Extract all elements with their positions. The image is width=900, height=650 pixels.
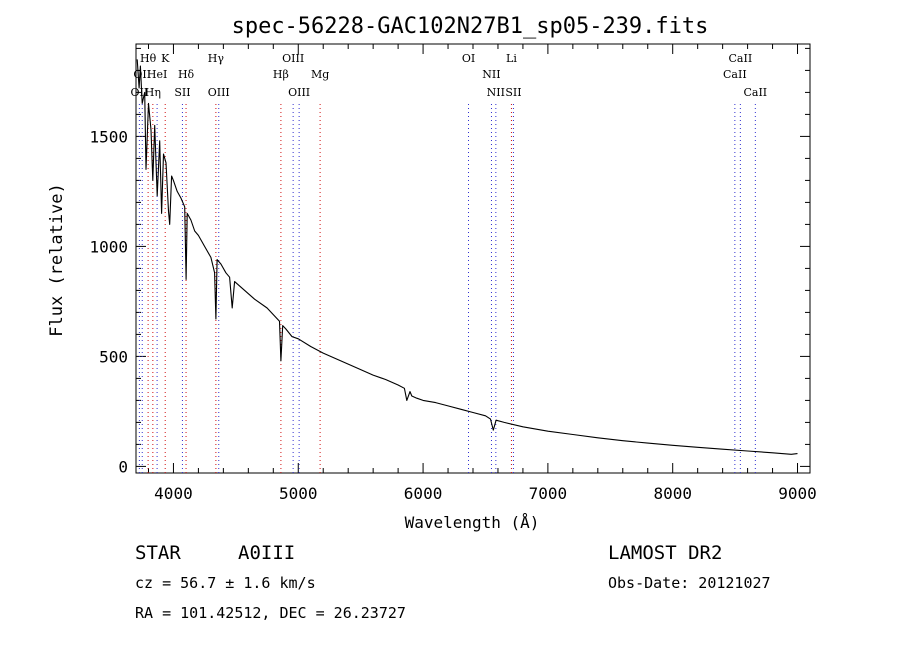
x-tick-label: 9000	[778, 484, 817, 503]
x-tick-label: 6000	[404, 484, 443, 503]
line-marker-label: Hδ	[178, 68, 195, 81]
spectrum-series	[136, 59, 798, 455]
line-marker-label: NII	[487, 86, 505, 99]
line-marker-label: Li	[506, 52, 517, 65]
line-marker-label: Hθ	[140, 52, 157, 65]
line-marker-label: SII	[505, 86, 521, 99]
x-tick-label: 8000	[653, 484, 692, 503]
line-markers: OIIOIIHθHηHeIKSIIHδHγOIIIHβOIIIOIIIMgOIN…	[131, 52, 767, 473]
line-marker-label: Hη	[145, 86, 161, 99]
line-marker-label: Hγ	[208, 52, 225, 65]
coordinates: RA = 101.42512, DEC = 26.23727	[135, 604, 406, 622]
y-tick-label: 1500	[89, 127, 128, 146]
line-marker-label: CaII	[743, 86, 767, 99]
object-type: STAR	[135, 542, 181, 564]
chart-title: spec-56228-GAC102N27B1_sp05-239.fits	[232, 14, 709, 39]
y-tick-label: 1000	[89, 237, 128, 256]
axes: 4000 5000 6000 7000 8000 9000 0 500 1000 1500	[89, 43, 817, 503]
survey-name: LAMOST DR2	[608, 542, 723, 564]
redshift-readout: cz = 56.7 ± 1.6 km/s	[135, 574, 316, 592]
x-tick-label: 7000	[529, 484, 568, 503]
spectrum-line	[136, 59, 798, 455]
line-marker-label: Mg	[311, 68, 329, 81]
line-marker-label: CaII	[729, 52, 753, 65]
line-marker-label: NII	[482, 68, 500, 81]
spectrum-chart: spec-56228-GAC102N27B1_sp05-239.fits 400…	[47, 14, 817, 532]
plot-frame	[135, 43, 811, 474]
line-marker-label: OI	[462, 52, 475, 65]
line-marker-label: HeI	[147, 68, 167, 81]
x-tick-label: 4000	[154, 484, 193, 503]
line-marker-label: OIII	[282, 52, 304, 65]
line-marker-label: SII	[174, 86, 190, 99]
x-tick-label: 5000	[279, 484, 318, 503]
y-tick-label: 500	[99, 347, 128, 366]
line-marker-label: CaII	[723, 68, 747, 81]
object-subclass: A0III	[238, 542, 296, 564]
line-marker-label: OIII	[288, 86, 310, 99]
y-tick-label: 0	[118, 457, 128, 476]
line-marker-label: Hβ	[273, 68, 289, 81]
line-marker-label: OIII	[208, 86, 230, 99]
line-marker-label: K	[161, 52, 170, 65]
x-axis-label: Wavelength (Å)	[405, 513, 540, 532]
obs-date: Obs-Date: 20121027	[608, 574, 771, 592]
y-axis-label: Flux (relative)	[47, 183, 67, 337]
